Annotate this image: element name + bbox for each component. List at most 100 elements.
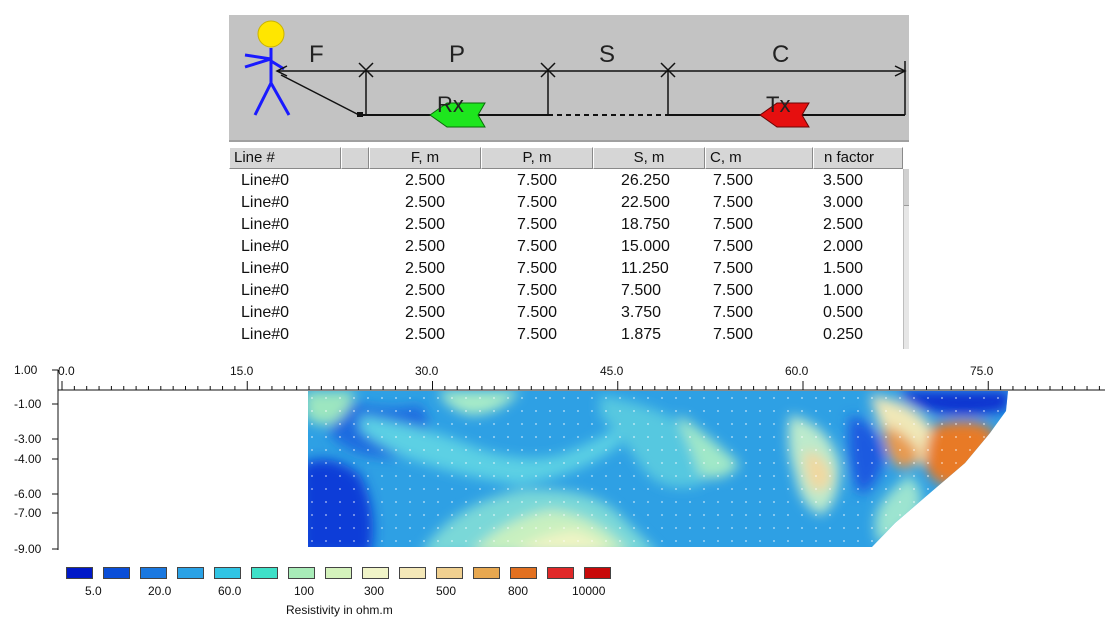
table-cell: 7.500 (517, 282, 558, 299)
legend-swatch (399, 567, 426, 579)
receiver-label: Rx (437, 92, 464, 117)
table-cell: 1.500 (823, 260, 864, 277)
table-cell: 2.500 (405, 304, 446, 321)
legend-swatch (251, 567, 278, 579)
table-cell: 0.250 (823, 326, 864, 343)
table-cell: 7.500 (713, 216, 754, 233)
legend-swatch (325, 567, 352, 579)
resistivity-section: 0.0 15.0 30.0 45.0 60.0 75.0 1.00 -1.00 … (0, 355, 1105, 617)
vertical-scrollbar[interactable] (903, 169, 909, 349)
legend-label: 5.0 (85, 584, 102, 598)
segment-label-c: C (772, 41, 790, 68)
table-cell: 3.500 (823, 172, 864, 189)
x-tick-label: 15.0 (230, 364, 254, 378)
operator-head (257, 20, 285, 48)
array-schematic: F P S C Rx Tx (229, 15, 909, 140)
legend-label: 100 (294, 584, 315, 598)
y-tick-label: -1.00 (14, 397, 42, 411)
table-row[interactable]: Line#0 2.500 7.500 7.500 7.500 1.000 (229, 280, 909, 302)
legend-swatch (140, 567, 167, 579)
header-n-factor[interactable]: n factor (813, 147, 903, 169)
legend-swatch (214, 567, 241, 579)
table-row[interactable]: Line#0 2.500 7.500 22.500 7.500 3.000 (229, 192, 909, 214)
table-cell: Line#0 (241, 216, 290, 233)
scrollbar-thumb[interactable] (904, 169, 909, 206)
y-axis (52, 369, 59, 550)
operator-figure (244, 20, 291, 116)
table-cell: 2.500 (405, 282, 446, 299)
table-cell: 7.500 (517, 194, 558, 211)
transmitter-label: Tx (766, 92, 791, 117)
x-tick-label: 0.0 (58, 364, 75, 378)
table-cell: 2.500 (405, 326, 446, 343)
header-c[interactable]: C, m (705, 147, 813, 169)
color-legend: 5.0 20.0 60.0 100 300 500 800 10000 Resi… (66, 567, 686, 617)
header-s[interactable]: S, m (593, 147, 705, 169)
legend-label: 800 (508, 584, 529, 598)
legend-label: 20.0 (148, 584, 172, 598)
table-cell: 7.500 (517, 260, 558, 277)
y-tick-label: -4.00 (14, 452, 42, 466)
header-p[interactable]: P, m (481, 147, 593, 169)
legend-swatch (288, 567, 315, 579)
resistivity-contours (308, 391, 1008, 547)
legend-label: 60.0 (218, 584, 242, 598)
table-cell: 2.500 (405, 260, 446, 277)
legend-swatch (362, 567, 389, 579)
resistivity-plot: 0.0 15.0 30.0 45.0 60.0 75.0 1.00 -1.00 … (14, 363, 1105, 556)
y-tick-label: -7.00 (14, 506, 42, 520)
table-cell: 7.500 (517, 216, 558, 233)
table-row[interactable]: Line#0 2.500 7.500 3.750 7.500 0.500 (229, 302, 909, 324)
table-cell: 3.000 (823, 194, 864, 211)
table-cell: Line#0 (241, 326, 290, 343)
x-tick-label: 45.0 (600, 364, 624, 378)
header-f[interactable]: F, m (369, 147, 481, 169)
header-blank[interactable] (341, 147, 369, 169)
table-cell: Line#0 (241, 194, 290, 211)
y-tick-label: -3.00 (14, 432, 42, 446)
legend-swatch (547, 567, 574, 579)
legend-swatch (103, 567, 130, 579)
tow-cable (280, 74, 360, 116)
x-tick-label: 60.0 (785, 364, 809, 378)
table-cell: 3.750 (621, 304, 662, 321)
header-line[interactable]: Line # (229, 147, 341, 169)
table-cell: 26.250 (621, 172, 670, 189)
table-cell: 1.000 (823, 282, 864, 299)
table-header: Line # F, m P, m S, m C, m n factor (229, 147, 909, 169)
table-cell: 2.500 (823, 216, 864, 233)
table-cell: Line#0 (241, 260, 290, 277)
table-cell: 2.000 (823, 238, 864, 255)
legend-swatch (436, 567, 463, 579)
table-cell: 2.500 (405, 238, 446, 255)
table-cell: 0.500 (823, 304, 864, 321)
table-cell: 7.500 (713, 304, 754, 321)
segment-label-f: F (309, 41, 324, 68)
legend-swatch (473, 567, 500, 579)
table-cell: 7.500 (713, 238, 754, 255)
table-row[interactable]: Line#0 2.500 7.500 11.250 7.500 1.500 (229, 258, 909, 280)
table-cell: 2.500 (405, 172, 446, 189)
y-tick-label: -6.00 (14, 487, 42, 501)
legend-label: 10000 (572, 584, 606, 598)
x-axis (58, 381, 1105, 391)
table-row[interactable]: Line#0 2.500 7.500 1.875 7.500 0.250 (229, 324, 909, 346)
transmitter-marker (759, 102, 810, 128)
schematic-drawing (244, 20, 907, 128)
legend-label: 500 (436, 584, 457, 598)
table-cell: 1.875 (621, 326, 662, 343)
table-cell: 2.500 (405, 216, 446, 233)
table-cell: 7.500 (517, 326, 558, 343)
table-row[interactable]: Line#0 2.500 7.500 26.250 7.500 3.500 (229, 170, 909, 192)
table-row[interactable]: Line#0 2.500 7.500 18.750 7.500 2.500 (229, 214, 909, 236)
table-cell: 7.500 (713, 260, 754, 277)
table-cell: 15.000 (621, 238, 670, 255)
dimension-line (275, 61, 907, 115)
y-tick-label: 1.00 (14, 363, 38, 377)
table-cell: 7.500 (517, 172, 558, 189)
table-cell: 7.500 (713, 282, 754, 299)
receiver-marker (429, 102, 486, 128)
table-cell: 7.500 (713, 194, 754, 211)
table-cell: 2.500 (405, 194, 446, 211)
table-row[interactable]: Line#0 2.500 7.500 15.000 7.500 2.000 (229, 236, 909, 258)
